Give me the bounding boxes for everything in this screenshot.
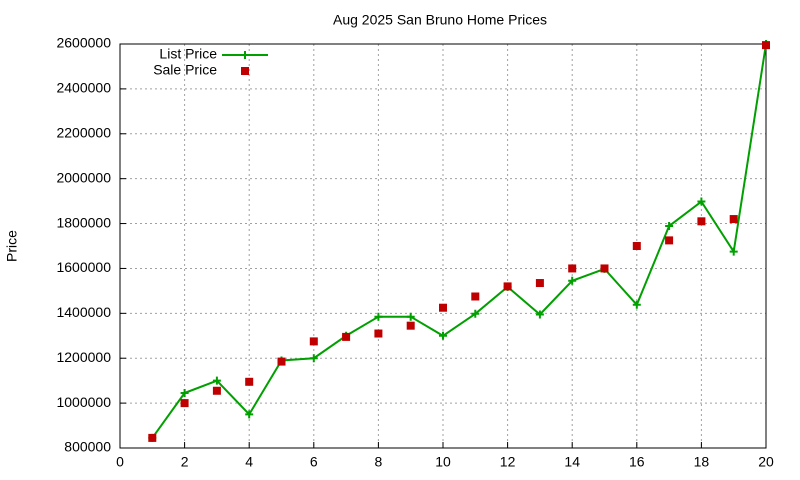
point <box>762 41 770 50</box>
marker <box>439 331 447 340</box>
legend-marker <box>241 51 249 59</box>
y-tick-label: 2400000 <box>56 80 111 96</box>
marker <box>212 376 221 385</box>
point <box>665 236 674 245</box>
marker <box>697 197 706 206</box>
y-tick-label: 1200000 <box>56 349 111 365</box>
x-tick-label: 12 <box>500 454 516 470</box>
marker <box>568 276 577 285</box>
marker <box>406 312 415 321</box>
plot-frame <box>119 43 767 449</box>
point <box>148 433 157 442</box>
marker <box>309 354 318 363</box>
marker <box>180 389 189 398</box>
y-tick-label: 1600000 <box>56 259 111 275</box>
point <box>729 215 738 224</box>
point <box>309 337 318 346</box>
y-tick-label: 800000 <box>64 439 111 455</box>
marker <box>245 410 254 419</box>
marker <box>471 309 480 318</box>
point <box>568 264 577 273</box>
point <box>406 321 415 330</box>
point <box>471 292 480 301</box>
y-tick-label: 1400000 <box>56 304 111 320</box>
point <box>342 332 351 341</box>
y-tick-label: 1000000 <box>56 394 111 410</box>
legend-marker <box>241 67 249 75</box>
x-tick-label: 18 <box>694 454 710 470</box>
marker <box>729 247 738 256</box>
legend-label: Sale Price <box>153 62 217 78</box>
x-tick-label: 2 <box>181 454 189 470</box>
x-tick-label: 10 <box>435 454 451 470</box>
y-tick-label: 2200000 <box>56 124 111 140</box>
point <box>374 329 383 338</box>
marker <box>665 222 674 231</box>
point <box>632 242 641 250</box>
x-tick-label: 6 <box>310 454 318 470</box>
y-axis-label: Price <box>4 230 20 262</box>
marker <box>632 300 641 309</box>
y-tick-label: 2600000 <box>56 35 111 51</box>
point <box>439 303 447 312</box>
legend-label: List Price <box>159 46 217 62</box>
point <box>697 217 706 226</box>
x-tick-label: 4 <box>245 454 253 470</box>
point <box>535 279 544 288</box>
line <box>151 43 767 439</box>
marker <box>535 310 544 319</box>
point <box>180 399 189 408</box>
chart-title: Aug 2025 San Bruno Home Prices <box>333 12 547 28</box>
point <box>503 282 512 291</box>
x-tick-label: 16 <box>629 454 645 470</box>
x-tick-label: 8 <box>375 454 383 470</box>
point <box>600 264 609 273</box>
x-tick-label: 14 <box>564 454 580 470</box>
y-tick-label: 2000000 <box>56 169 111 185</box>
point <box>245 377 254 386</box>
marker <box>374 312 383 321</box>
x-tick-label: 20 <box>758 454 774 470</box>
point <box>277 357 286 366</box>
y-tick-label: 1800000 <box>56 214 111 230</box>
point <box>212 386 221 395</box>
x-tick-label: 0 <box>116 454 124 470</box>
